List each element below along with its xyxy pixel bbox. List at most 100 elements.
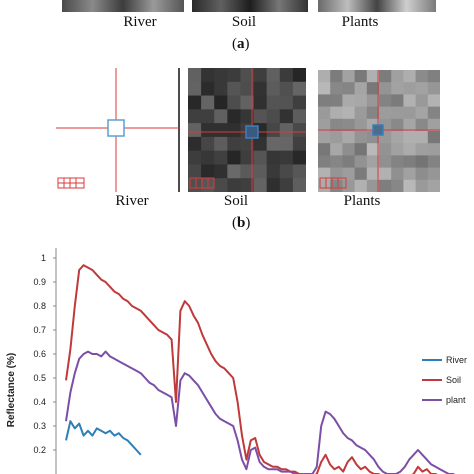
pixel-cell [342, 94, 356, 108]
pixel-cell [379, 94, 392, 108]
panel-a-tag-close: ) [244, 36, 250, 52]
pixel-cell [240, 178, 255, 192]
pixel-cell [279, 109, 294, 124]
pixel-cell [366, 106, 380, 120]
thumb-b-plants [318, 70, 440, 192]
y-tick-label: 0.9 [33, 277, 46, 287]
pixel-cell [227, 150, 241, 165]
pixel-cell [292, 95, 306, 110]
pixel-cell [188, 150, 202, 165]
pixel-cell [403, 94, 417, 108]
plants-scale-marker [319, 177, 347, 189]
pixel-cell [318, 118, 331, 132]
pixel-cell [214, 109, 228, 124]
series-line-plant [65, 350, 456, 474]
pixel-cell [188, 164, 202, 179]
pixel-cell [342, 131, 356, 144]
label-a-river: River [123, 14, 157, 30]
pixel-cell [391, 94, 404, 108]
pixel-cell [427, 70, 440, 83]
pixel-cell [201, 136, 215, 152]
pixel-cell [318, 143, 331, 156]
panel-a-tag: (a) [232, 36, 250, 53]
pixel-cell [379, 106, 392, 120]
pixel-cell [188, 123, 202, 138]
pixel-cell [240, 164, 255, 179]
pixel-cell [330, 94, 343, 108]
pixel-cell [318, 179, 331, 192]
panel-b-tag-close: ) [245, 215, 251, 231]
thumb-b-soil [188, 68, 306, 192]
thumb-a-soil [192, 0, 308, 12]
pixel-cell [366, 70, 380, 83]
soil-scale-marker [189, 177, 215, 189]
pixel-cell [391, 82, 404, 95]
pixel-cell [354, 70, 368, 83]
pixel-cell [188, 68, 202, 83]
y-tick-label: 0.4 [33, 397, 46, 407]
pixel-cell [415, 94, 429, 108]
pixel-cell [318, 70, 331, 83]
pixel-cell [354, 167, 368, 181]
pixel-cell [266, 123, 281, 138]
pixel-cell [201, 164, 215, 179]
pixel-cell [354, 155, 368, 169]
river-scale-marker [57, 177, 85, 189]
pixel-cell [227, 109, 241, 124]
pixel-cell [415, 179, 429, 192]
pixel-cell [188, 109, 202, 124]
pixel-cell [253, 95, 268, 110]
pixel-cell [240, 136, 255, 152]
pixel-cell [403, 106, 417, 120]
pixel-cell [253, 81, 268, 97]
pixel-cell [188, 95, 202, 110]
pixel-cell [318, 155, 331, 169]
pixel-cell [214, 136, 228, 152]
pixel-cell [318, 167, 331, 181]
pixel-cell [214, 123, 228, 138]
pixel-cell [330, 70, 343, 83]
pixel-cell [201, 81, 215, 97]
pixel-cell [415, 106, 429, 120]
pixel-cell [253, 150, 268, 165]
pixel-cell [403, 179, 417, 192]
pixel-cell [427, 179, 440, 192]
pixel-cell [214, 150, 228, 165]
panel-a-tag-open: ( [232, 36, 237, 52]
pixel-cell [415, 118, 429, 132]
pixel-cell [403, 118, 417, 132]
pixel-cell [266, 178, 281, 192]
pixel-cell [227, 95, 241, 110]
label-a-plants: Plants [341, 14, 379, 30]
legend-label-river: River [446, 355, 467, 365]
pixel-cell [391, 167, 404, 181]
pixel-cell [391, 143, 404, 156]
pixel-cell [354, 82, 368, 95]
pixel-cell [292, 81, 306, 97]
label-b-plants: Plants [343, 193, 381, 209]
pixel-cell [415, 70, 429, 83]
pixel-cell [403, 143, 417, 156]
panel-b-tag-open: ( [232, 215, 237, 231]
pixel-cell [318, 94, 331, 108]
pixel-cell [292, 136, 306, 152]
pixel-cell [279, 81, 294, 97]
reflectance-chart: Reflectance (%) 0.2 0.3 0.4 0.5 0.6 0.7 0.8 0.9… [6, 248, 467, 474]
pixel-cell [354, 179, 368, 192]
pixel-cell [427, 106, 440, 120]
pixel-cell [366, 82, 380, 95]
pixel-cell [214, 68, 228, 83]
pixel-cell [240, 68, 255, 83]
pixel-cell [201, 150, 215, 165]
panel-b-tag: (b) [232, 215, 250, 232]
pixel-cell [253, 136, 268, 152]
pixel-cell [415, 82, 429, 95]
river-target-box [107, 119, 125, 137]
pixel-cell [366, 179, 380, 192]
y-tick-label: 0.6 [33, 349, 46, 359]
pixel-cell [342, 167, 356, 181]
pixel-cell [253, 68, 268, 83]
pixel-cell [342, 118, 356, 132]
series-line-soil [65, 264, 438, 474]
pixel-cell [391, 155, 404, 169]
